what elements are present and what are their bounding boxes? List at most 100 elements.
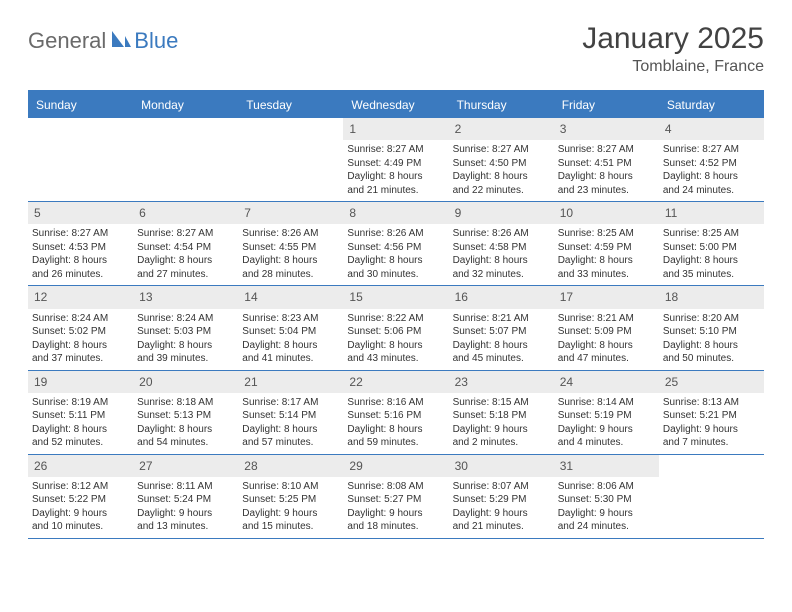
day-number: 22 — [343, 371, 448, 393]
sunrise-text: Sunrise: 8:21 AM — [453, 312, 550, 326]
sunrise-text: Sunrise: 8:22 AM — [347, 312, 444, 326]
day1-text: Daylight: 8 hours — [663, 170, 760, 184]
day-number: 14 — [238, 286, 343, 308]
sunrise-text: Sunrise: 8:06 AM — [558, 480, 655, 494]
sunset-text: Sunset: 4:53 PM — [32, 241, 129, 255]
day-cell: 15Sunrise: 8:22 AMSunset: 5:06 PMDayligh… — [343, 286, 448, 369]
day2-text: and 24 minutes. — [663, 184, 760, 198]
sunrise-text: Sunrise: 8:27 AM — [32, 227, 129, 241]
day2-text: and 2 minutes. — [453, 436, 550, 450]
location: Tomblaine, France — [582, 58, 764, 76]
day-cell: 27Sunrise: 8:11 AMSunset: 5:24 PMDayligh… — [133, 455, 238, 538]
sunset-text: Sunset: 5:30 PM — [558, 493, 655, 507]
day2-text: and 22 minutes. — [453, 184, 550, 198]
weekday-header: Saturday — [659, 92, 764, 118]
sunset-text: Sunset: 5:19 PM — [558, 409, 655, 423]
day-number: 6 — [133, 202, 238, 224]
day1-text: Daylight: 8 hours — [347, 423, 444, 437]
sunset-text: Sunset: 5:21 PM — [663, 409, 760, 423]
header: General Blue January 2025 Tomblaine, Fra… — [28, 22, 764, 76]
sunrise-text: Sunrise: 8:07 AM — [453, 480, 550, 494]
sunset-text: Sunset: 4:49 PM — [347, 157, 444, 171]
day2-text: and 37 minutes. — [32, 352, 129, 366]
day-number: 17 — [554, 286, 659, 308]
sunrise-text: Sunrise: 8:18 AM — [137, 396, 234, 410]
day1-text: Daylight: 9 hours — [242, 507, 339, 521]
day1-text: Daylight: 9 hours — [453, 423, 550, 437]
day-cell: 2Sunrise: 8:27 AMSunset: 4:50 PMDaylight… — [449, 118, 554, 201]
day-cell: 20Sunrise: 8:18 AMSunset: 5:13 PMDayligh… — [133, 371, 238, 454]
day-cell: 28Sunrise: 8:10 AMSunset: 5:25 PMDayligh… — [238, 455, 343, 538]
week-row: 1Sunrise: 8:27 AMSunset: 4:49 PMDaylight… — [28, 118, 764, 202]
sunrise-text: Sunrise: 8:27 AM — [137, 227, 234, 241]
sunset-text: Sunset: 5:10 PM — [663, 325, 760, 339]
day-cell: 16Sunrise: 8:21 AMSunset: 5:07 PMDayligh… — [449, 286, 554, 369]
day2-text: and 39 minutes. — [137, 352, 234, 366]
month-title: January 2025 — [582, 22, 764, 56]
day-number: 25 — [659, 371, 764, 393]
sunrise-text: Sunrise: 8:13 AM — [663, 396, 760, 410]
sunrise-text: Sunrise: 8:27 AM — [347, 143, 444, 157]
day-number: 24 — [554, 371, 659, 393]
weekday-header: Sunday — [28, 92, 133, 118]
day2-text: and 13 minutes. — [137, 520, 234, 534]
sunset-text: Sunset: 5:16 PM — [347, 409, 444, 423]
sunset-text: Sunset: 5:27 PM — [347, 493, 444, 507]
day2-text: and 57 minutes. — [242, 436, 339, 450]
day1-text: Daylight: 9 hours — [663, 423, 760, 437]
day-number: 15 — [343, 286, 448, 308]
sunset-text: Sunset: 5:09 PM — [558, 325, 655, 339]
sunset-text: Sunset: 4:54 PM — [137, 241, 234, 255]
sunrise-text: Sunrise: 8:26 AM — [242, 227, 339, 241]
sunset-text: Sunset: 4:58 PM — [453, 241, 550, 255]
weekday-header: Monday — [133, 92, 238, 118]
day2-text: and 10 minutes. — [32, 520, 129, 534]
day2-text: and 50 minutes. — [663, 352, 760, 366]
sunrise-text: Sunrise: 8:12 AM — [32, 480, 129, 494]
day-number: 16 — [449, 286, 554, 308]
day-cell: 24Sunrise: 8:14 AMSunset: 5:19 PMDayligh… — [554, 371, 659, 454]
day2-text: and 21 minutes. — [347, 184, 444, 198]
day2-text: and 47 minutes. — [558, 352, 655, 366]
day-number: 20 — [133, 371, 238, 393]
sunset-text: Sunset: 4:52 PM — [663, 157, 760, 171]
sunrise-text: Sunrise: 8:26 AM — [453, 227, 550, 241]
day-cell: 3Sunrise: 8:27 AMSunset: 4:51 PMDaylight… — [554, 118, 659, 201]
day1-text: Daylight: 8 hours — [663, 339, 760, 353]
day1-text: Daylight: 8 hours — [558, 339, 655, 353]
day-cell: 25 Sunrise: 8:13 AMSunset: 5:21 PMDayligh… — [659, 371, 764, 454]
day-cell: 10Sunrise: 8:25 AMSunset: 4:59 PMDayligh… — [554, 202, 659, 285]
day-number: 26 — [28, 455, 133, 477]
sunset-text: Sunset: 5:06 PM — [347, 325, 444, 339]
day1-text: Daylight: 8 hours — [32, 339, 129, 353]
day2-text: and 18 minutes. — [347, 520, 444, 534]
day-cell: 4Sunrise: 8:27 AMSunset: 4:52 PMDaylight… — [659, 118, 764, 201]
weekday-header: Thursday — [449, 92, 554, 118]
day1-text: Daylight: 8 hours — [453, 254, 550, 268]
day2-text: and 33 minutes. — [558, 268, 655, 282]
day-number: 12 — [28, 286, 133, 308]
day1-text: Daylight: 9 hours — [137, 507, 234, 521]
day2-text: and 7 minutes. — [663, 436, 760, 450]
sunrise-text: Sunrise: 8:24 AM — [32, 312, 129, 326]
day1-text: Daylight: 9 hours — [558, 423, 655, 437]
sunset-text: Sunset: 4:55 PM — [242, 241, 339, 255]
sunset-text: Sunset: 5:14 PM — [242, 409, 339, 423]
sunset-text: Sunset: 4:56 PM — [347, 241, 444, 255]
sunrise-text: Sunrise: 8:11 AM — [137, 480, 234, 494]
day-number: 11 — [659, 202, 764, 224]
day2-text: and 4 minutes. — [558, 436, 655, 450]
day2-text: and 43 minutes. — [347, 352, 444, 366]
day-cell: 23Sunrise: 8:15 AMSunset: 5:18 PMDayligh… — [449, 371, 554, 454]
day2-text: and 41 minutes. — [242, 352, 339, 366]
day-number: 29 — [343, 455, 448, 477]
sunset-text: Sunset: 5:13 PM — [137, 409, 234, 423]
sunset-text: Sunset: 4:50 PM — [453, 157, 550, 171]
sunrise-text: Sunrise: 8:27 AM — [663, 143, 760, 157]
day-cell: 7Sunrise: 8:26 AMSunset: 4:55 PMDaylight… — [238, 202, 343, 285]
sunrise-text: Sunrise: 8:19 AM — [32, 396, 129, 410]
sunrise-text: Sunrise: 8:23 AM — [242, 312, 339, 326]
day2-text: and 15 minutes. — [242, 520, 339, 534]
weekday-header-row: SundayMondayTuesdayWednesdayThursdayFrid… — [28, 92, 764, 118]
sunset-text: Sunset: 5:29 PM — [453, 493, 550, 507]
